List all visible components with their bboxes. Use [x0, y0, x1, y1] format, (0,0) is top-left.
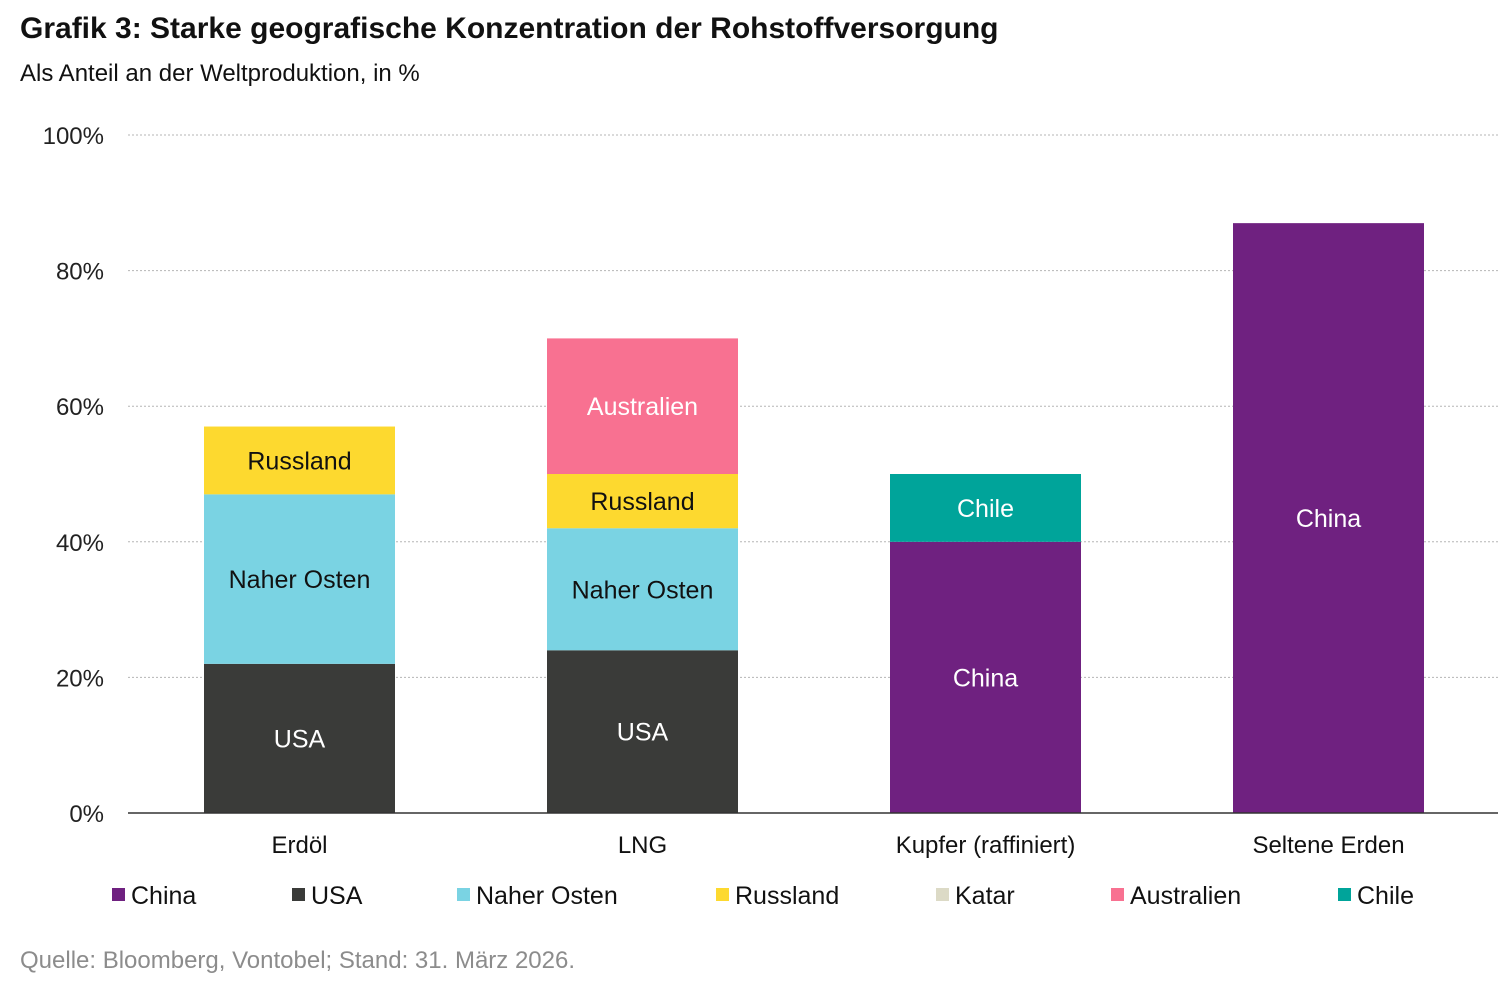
chart-subtitle: Als Anteil an der Weltproduktion, in %	[20, 60, 420, 87]
bar-segment-seltene-erden-china	[1233, 223, 1424, 813]
y-tick-label-60: 60%	[56, 394, 104, 421]
legend-swatch-russland	[716, 888, 729, 901]
chart-title: Grafik 3: Starke geografische Konzentrat…	[20, 12, 999, 45]
segment-label-erdöl-usa: USA	[274, 725, 326, 753]
segment-label-seltene-erden-china: China	[1296, 505, 1361, 533]
x-tick-label-lng: LNG	[618, 832, 667, 859]
bar-segment-erdöl-usa	[204, 663, 395, 813]
legend-swatch-naher-osten	[457, 888, 470, 901]
segment-label-lng-russland: Russland	[590, 488, 694, 516]
source-note: Quelle: Bloomberg, Vontobel; Stand: 31. …	[20, 947, 576, 974]
segment-label-lng-usa: USA	[617, 719, 669, 747]
segment-label-erdöl-naher-osten: Naher Osten	[229, 566, 371, 594]
legend-swatch-katar	[936, 888, 949, 901]
bar-segment-lng-australien	[547, 338, 738, 474]
y-tick-label-20: 20%	[56, 665, 104, 692]
y-tick-label-40: 40%	[56, 530, 104, 557]
x-tick-label-seltene-erden: Seltene Erden	[1252, 832, 1404, 859]
legend-label-australien: Australien	[1130, 882, 1241, 910]
legend-swatch-chile	[1338, 888, 1351, 901]
bar-segment-lng-usa	[547, 650, 738, 813]
bar-segment-erdöl-naher-osten	[204, 494, 395, 664]
segment-label-erdöl-russland: Russland	[247, 447, 351, 475]
legend-label-chile: Chile	[1357, 882, 1414, 910]
bar-segment-kupfer-raffiniert-chile	[890, 474, 1081, 542]
bar-segment-lng-russland	[547, 474, 738, 529]
legend-label-usa: USA	[311, 882, 363, 910]
bar-segment-lng-naher-osten	[547, 528, 738, 651]
bar-segment-kupfer-raffiniert-china	[890, 541, 1081, 813]
y-tick-label-0: 0%	[69, 801, 104, 828]
legend-label-russland: Russland	[735, 882, 839, 910]
legend-swatch-usa	[292, 888, 305, 901]
segment-label-kupfer-raffiniert-chile: Chile	[957, 495, 1014, 523]
legend-label-china: China	[131, 882, 196, 910]
legend-label-katar: Katar	[955, 882, 1015, 910]
legend-swatch-australien	[1111, 888, 1124, 901]
x-tick-label-kupfer-raffiniert: Kupfer (raffiniert)	[896, 832, 1076, 859]
legend-swatch-china	[112, 888, 125, 901]
segment-label-lng-naher-osten: Naher Osten	[572, 576, 714, 604]
segment-label-lng-australien: Australien	[587, 393, 698, 421]
segment-label-kupfer-raffiniert-china: China	[953, 664, 1018, 692]
y-tick-label-100: 100%	[43, 123, 104, 150]
bar-segment-erdöl-russland	[204, 426, 395, 495]
y-tick-label-80: 80%	[56, 259, 104, 286]
legend-label-naher-osten: Naher Osten	[476, 882, 618, 910]
x-tick-label-erdöl: Erdöl	[271, 832, 327, 859]
